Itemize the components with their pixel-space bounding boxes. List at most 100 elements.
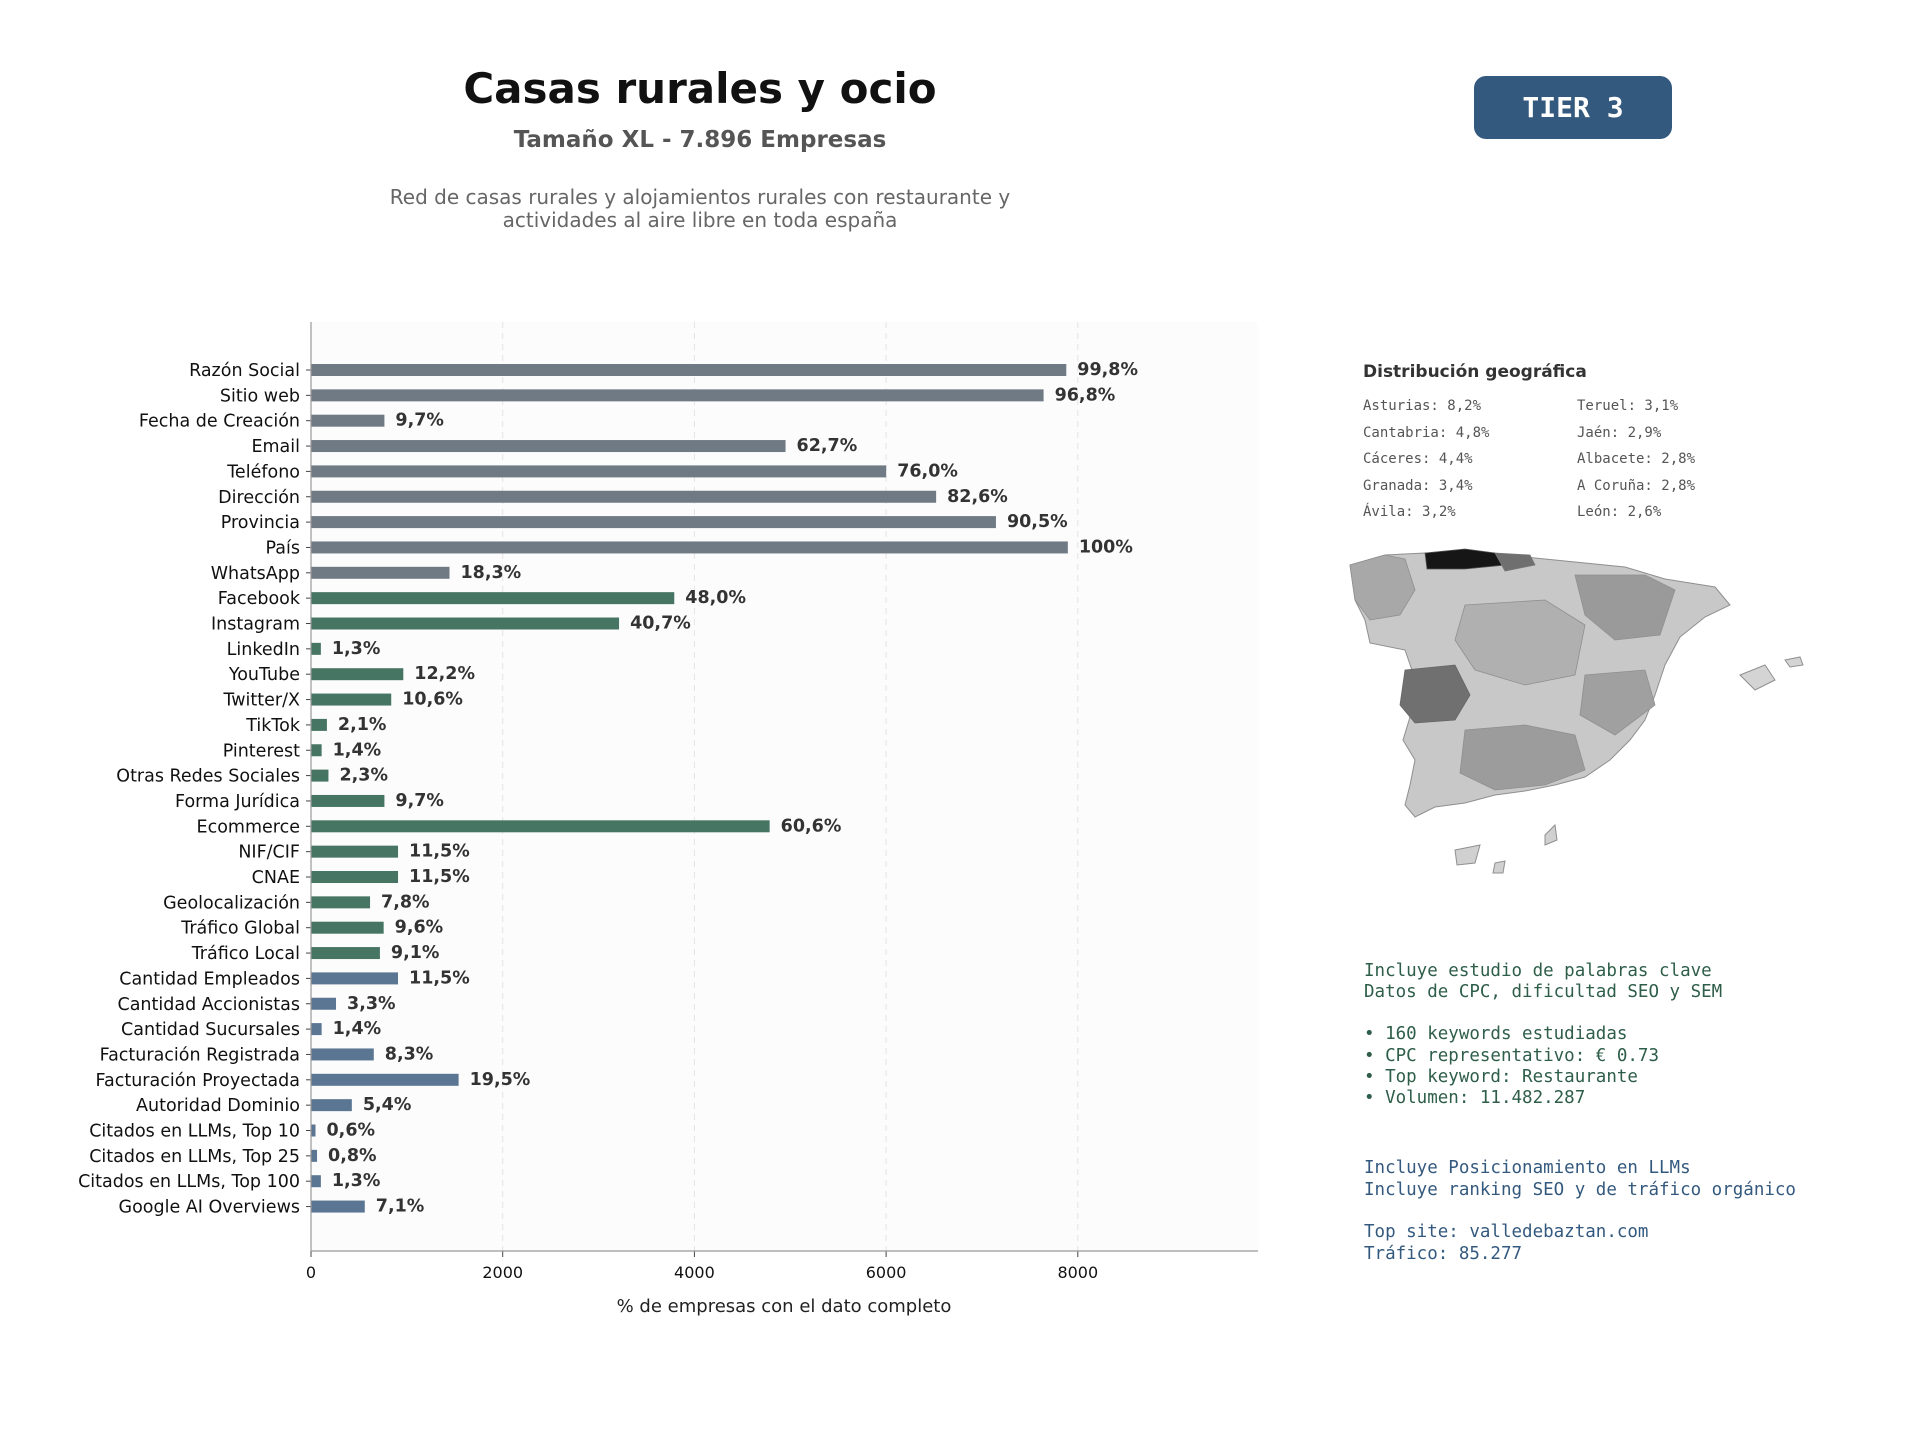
category-label: Ecommerce xyxy=(197,817,300,837)
spain-map xyxy=(1349,548,1804,874)
page-description: Red de casas rurales y alojamientos rura… xyxy=(330,186,1070,232)
bar-chart: Razón Social Sitio web Fecha de Creación Em… xyxy=(78,322,1258,1317)
category-label: Forma Jurídica xyxy=(175,792,300,812)
category-label: Facturación Proyectada xyxy=(96,1071,300,1091)
bar xyxy=(311,490,937,503)
x-tick-label: 6000 xyxy=(866,1263,907,1282)
category-label: Cantidad Sucursales xyxy=(121,1020,300,1040)
seo-bullet-1: • 160 keywords estudiadas xyxy=(1364,1024,1628,1045)
geo-item: Teruel: 3,1% xyxy=(1577,398,1679,414)
bar xyxy=(311,642,321,655)
category-label: Email xyxy=(251,437,300,457)
page-subtitle: Tamaño XL - 7.896 Empresas xyxy=(513,127,887,153)
bar xyxy=(311,1073,459,1086)
bar xyxy=(311,921,384,934)
category-label: Twitter/X xyxy=(222,691,300,711)
geo-list-right: Teruel: 3,1% Jaén: 2,9% Albacete: 2,8% A… xyxy=(1577,398,1695,531)
northeast-region xyxy=(1574,574,1676,641)
value-label: 40,7% xyxy=(630,614,691,634)
east-region xyxy=(1579,669,1656,736)
bar xyxy=(311,1200,365,1213)
category-label: Citados en LLMs, Top 10 xyxy=(89,1122,300,1142)
value-label: 11,5% xyxy=(409,842,470,862)
bar xyxy=(311,465,887,478)
bar xyxy=(311,820,770,833)
bars xyxy=(311,364,1068,1213)
bar xyxy=(311,668,404,681)
category-label: Sitio web xyxy=(220,386,300,406)
category-label: Teléfono xyxy=(226,462,300,482)
category-label: Tráfico Local xyxy=(191,944,300,964)
category-label: Cantidad Accionistas xyxy=(117,995,300,1015)
value-label: 60,6% xyxy=(781,816,842,836)
value-label: 9,7% xyxy=(395,411,444,431)
geo-item: León: 2,6% xyxy=(1577,504,1662,520)
bar xyxy=(311,769,329,782)
bar xyxy=(311,566,450,579)
north-region-dark xyxy=(1424,548,1506,570)
value-label: 1,3% xyxy=(332,1171,381,1191)
value-label: 82,6% xyxy=(947,487,1008,507)
category-label: Facturación Registrada xyxy=(100,1045,300,1065)
seo-bullet-4: • Volumen: 11.482.287 xyxy=(1364,1088,1586,1109)
llm-info: Incluye Posicionamiento en LLMs Incluye r… xyxy=(1364,1158,1796,1265)
tier-badge: TIER 3 xyxy=(1474,76,1672,139)
llm-line-2: Incluye ranking SEO y de tráfico orgánic… xyxy=(1364,1179,1796,1200)
balearic-islands xyxy=(1739,656,1804,691)
geo-item: A Coruña: 2,8% xyxy=(1577,477,1696,494)
geo-item: Albacete: 2,8% xyxy=(1577,451,1696,467)
bar xyxy=(311,972,399,985)
bar xyxy=(311,1048,374,1061)
description-line-2: actividades al aire libre en toda españa xyxy=(502,208,898,232)
category-label: Google AI Overviews xyxy=(119,1198,300,1218)
value-label: 7,1% xyxy=(376,1197,425,1217)
category-label: País xyxy=(266,538,300,558)
top-site: Top site: valledebaztan.com xyxy=(1364,1222,1649,1242)
value-label: 2,1% xyxy=(338,715,387,735)
northwest-region xyxy=(1349,554,1416,621)
value-label: 99,8% xyxy=(1077,360,1138,380)
value-label: 0,8% xyxy=(328,1146,377,1166)
value-label: 9,1% xyxy=(391,943,440,963)
plot-background xyxy=(311,322,1258,1251)
bar xyxy=(311,364,1067,376)
bar xyxy=(311,947,380,960)
value-label: 7,8% xyxy=(381,892,430,912)
category-label: Razón Social xyxy=(189,361,300,381)
x-tick-label: 0 xyxy=(306,1263,316,1282)
bar xyxy=(311,794,385,807)
category-label: Autoridad Dominio xyxy=(136,1096,300,1116)
category-label: Tráfico Global xyxy=(180,919,300,939)
category-label: Fecha de Creación xyxy=(139,412,300,432)
category-label: Dirección xyxy=(218,488,300,508)
south-region xyxy=(1459,724,1586,791)
center-region xyxy=(1454,599,1586,686)
x-tick-label: 4000 xyxy=(674,1263,715,1282)
category-label: Instagram xyxy=(211,615,300,635)
value-label: 100% xyxy=(1079,537,1133,557)
category-label: WhatsApp xyxy=(211,564,300,584)
bar xyxy=(311,997,337,1010)
west-region-dark xyxy=(1399,664,1471,724)
bar xyxy=(311,592,675,605)
bar xyxy=(311,617,620,630)
category-label: CNAE xyxy=(252,868,300,888)
value-label: 76,0% xyxy=(897,461,958,481)
category-label: Geolocalización xyxy=(163,893,300,913)
north-region-mid xyxy=(1494,552,1536,572)
x-tick-label: 8000 xyxy=(1057,1263,1098,1282)
bar xyxy=(311,1099,352,1112)
value-label: 1,3% xyxy=(332,639,381,659)
value-label: 11,5% xyxy=(409,968,470,988)
value-label: 1,4% xyxy=(333,1019,382,1039)
value-label: 9,7% xyxy=(395,791,444,811)
page-title: Casas rurales y ocio xyxy=(463,64,937,113)
category-label: NIF/CIF xyxy=(238,843,300,863)
value-label: 12,2% xyxy=(414,664,475,684)
value-label: 8,3% xyxy=(385,1044,434,1064)
bar xyxy=(311,693,392,706)
value-labels: 99,8% 96,8% 9,7% 62,7% 76,0% 82,6% 90,5% 100% 18… xyxy=(327,360,1139,1217)
category-label: Citados en LLMs, Top 100 xyxy=(78,1172,300,1192)
value-label: 9,6% xyxy=(395,918,444,938)
value-label: 11,5% xyxy=(409,867,470,887)
